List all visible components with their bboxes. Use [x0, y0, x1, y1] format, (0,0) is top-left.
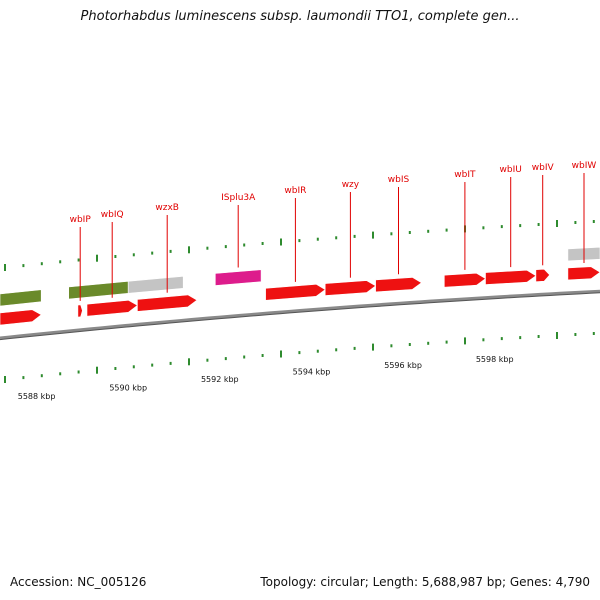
- scale-label: 5592 kbp: [201, 375, 239, 384]
- tick-marks: [4, 220, 595, 383]
- scale-label: 5596 kbp: [384, 361, 422, 370]
- gene-label-wbir: wbIR: [284, 186, 306, 196]
- gene-wbir-feature: [265, 283, 326, 301]
- backbone-shadow: [0, 292, 600, 341]
- feature-red-4: [0, 309, 42, 326]
- gene-label-wbiu: wbIU: [500, 165, 522, 175]
- gene-wbiq-feature: [86, 299, 138, 317]
- gene-wbiu-feature: [485, 269, 537, 285]
- scale-label: 5598 kbp: [476, 355, 514, 364]
- gene-wzxb-feature: [137, 294, 198, 312]
- accession-text: Accession: NC_005126: [10, 575, 147, 589]
- gene-labels: wbIP wbIQ wzxB ISplu3A wbIR wzy wbIS wbIT wbIU wb…: [70, 161, 597, 301]
- feature-gray-2: [127, 275, 184, 294]
- gene-wbiv-feature: [535, 268, 551, 283]
- gene-wbit-feature: [443, 272, 487, 288]
- gene-label-wzxb: wzxB: [155, 203, 179, 213]
- gene-wbiw-feature: [567, 266, 600, 281]
- scale-label: 5590 kbp: [109, 383, 147, 392]
- gene-wbis-feature: [375, 277, 422, 293]
- gene-wbip-feature: [77, 304, 83, 318]
- scale-labels: 5588 kbp 5590 kbp 5592 kbp 5594 kbp 5596 kbp…: [18, 355, 514, 401]
- genome-summary-text: Topology: circular; Length: 5,688,987 bp…: [260, 575, 590, 589]
- genome-backbone: [0, 289, 600, 341]
- gene-label-wzy: wzy: [342, 180, 360, 190]
- scale-label: 5588 kbp: [18, 392, 56, 401]
- gene-label-wbiw: wbIW: [572, 161, 597, 171]
- feature-tracks: [0, 246, 600, 326]
- gene-label-isplu3a: ISplu3A: [221, 193, 256, 203]
- gene-isplu3a-feature: [215, 269, 262, 286]
- gene-label-wbis: wbIS: [388, 175, 410, 185]
- backbone-line: [0, 289, 600, 340]
- gene-label-wbit: wbIT: [454, 170, 476, 180]
- gene-label-wbip: wbIP: [70, 215, 92, 225]
- gene-label-wbiv: wbIV: [532, 163, 555, 173]
- feature-olive-0: [0, 289, 42, 307]
- gene-wzy-feature: [324, 280, 377, 296]
- feature-olive-1: [68, 280, 129, 300]
- gene-label-wbiq: wbIQ: [101, 210, 124, 220]
- map-title: Photorhabdus luminescens subsp. laumondi…: [80, 9, 520, 24]
- scale-label: 5594 kbp: [293, 368, 331, 377]
